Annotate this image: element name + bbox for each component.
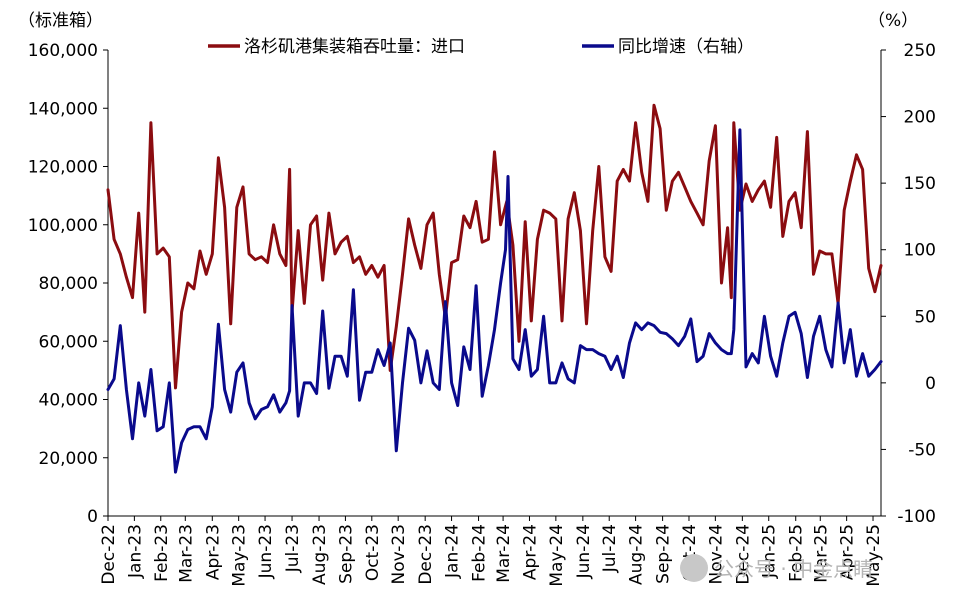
y-right-unit-label: （%） [868,11,918,31]
x-tick-label: Dec-24 [733,524,753,585]
x-tick-label: Dec-23 [416,524,436,585]
y-left-tick-label: 140,000 [28,99,98,119]
legend-label-yoy-growth: 同比增速（右轴） [618,37,754,57]
y-right-tick-label: -100 [897,507,936,527]
legend-label-import-volume: 洛杉矶港集装箱吞吐量：进口 [244,37,465,57]
y-right-tick-label: -50 [908,440,936,460]
watermark-logo-icon [680,554,708,582]
x-tick-label: Dec-22 [99,524,119,585]
y-right-tick-label: 150 [904,174,936,194]
y-left-tick-label: 100,000 [28,216,98,236]
x-tick-label: Jan-25 [760,524,780,579]
y-right-tick-label: 250 [904,41,936,61]
x-tick-label: May-25 [864,524,884,587]
x-tick-label: Apr-23 [203,524,223,580]
x-tick-label: Aug-23 [310,524,330,585]
x-tick-label: Jan-24 [443,524,463,579]
y-right-tick-label: 0 [925,374,936,394]
x-tick-label: Mar-23 [176,524,196,583]
y-right-tick-label: 200 [904,108,936,128]
axes-frame [103,49,886,521]
y-left-tick-label: 120,000 [28,158,98,178]
x-tick-label: Mar-25 [811,524,831,583]
y-left-tick-label: 40,000 [39,391,98,411]
x-tick-label: Oct-23 [363,524,383,581]
x-tick-label: Jul-24 [600,524,620,573]
x-tick-label: May-24 [547,524,567,587]
x-tick-label: Mar-24 [494,524,514,583]
x-tick-label: Sep-24 [654,524,674,584]
watermark-text: 公众号 · 中金点睛 [714,557,873,581]
legend: 洛杉矶港集装箱吞吐量：进口 同比增速（右轴） [208,37,754,57]
y-right-tick-label: 50 [914,307,936,327]
x-tick-label: Feb-23 [152,524,172,582]
x-tick-label: Jul-23 [283,524,303,573]
x-tick-label: Jan-23 [125,524,145,579]
x-tick-label: Sep-23 [336,524,356,584]
x-tick-label: May-23 [230,524,250,587]
y-left-tick-label: 60,000 [39,332,98,352]
series-lines [106,103,883,474]
x-tick-label: Apr-25 [838,524,858,580]
y-left-tick-label: 80,000 [39,274,98,294]
x-tick-label: Feb-24 [470,524,490,582]
x-tick-label: Aug-24 [627,524,647,585]
x-tick-label: Apr-24 [520,524,540,580]
y-left-unit-label: （标准箱） [18,11,103,31]
y-left-tick-label: 160,000 [28,41,98,61]
watermark: 公众号 · 中金点睛 [680,554,873,582]
x-tick-label: Jun-24 [574,524,594,579]
y-left-tick-label: 0 [87,507,98,527]
series-line-yoy-growth [106,128,883,474]
y-right-tick-label: 100 [904,241,936,261]
x-tick-label: Nov-24 [706,524,726,585]
tick-labels: 0 20,000 40,000 60,000 80,000 100,000 120,000 1… [28,41,936,587]
x-tick-label: Feb-25 [787,524,807,582]
x-tick-label: Nov-23 [389,524,409,585]
series-line-import-volume [106,103,883,390]
x-tick-label: Jun-23 [256,524,276,579]
y-left-tick-label: 20,000 [39,449,98,469]
